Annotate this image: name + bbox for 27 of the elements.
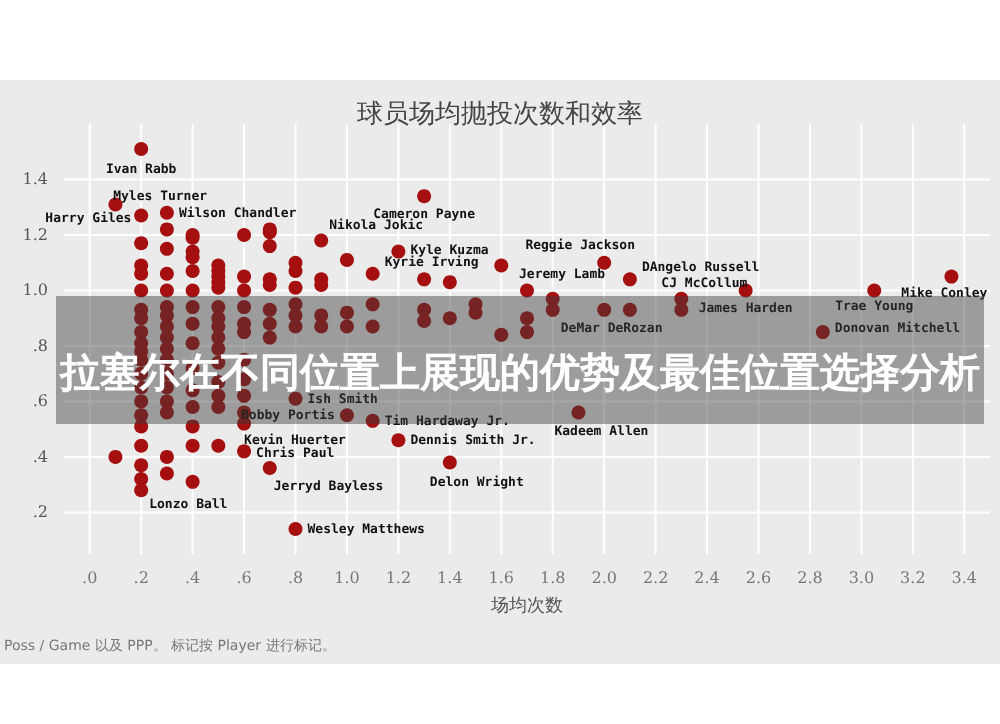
x-axis-title: 场均次数 (489, 595, 563, 617)
y-tick-label: 1.0 (22, 281, 48, 300)
x-tick-label: 3.0 (848, 569, 875, 587)
x-tick-label: 1.2 (385, 569, 412, 587)
x-tick-label: 1.8 (539, 569, 566, 587)
chart-title: 球员场均抛投次数和效率 (357, 98, 643, 130)
y-tick-label: .4 (32, 447, 48, 466)
x-tick-label: .2 (133, 569, 149, 587)
x-tick-label: .8 (287, 569, 304, 587)
x-tick-label: 2.8 (797, 569, 823, 587)
y-tick-label: .8 (32, 336, 48, 355)
x-tick-label: .0 (82, 569, 98, 587)
x-tick-label: 2.0 (591, 569, 617, 587)
x-tick-label: 2.2 (642, 569, 669, 587)
y-tick-label: 1.4 (22, 170, 48, 189)
x-tick-label: .4 (184, 569, 201, 587)
x-tick-label: 3.2 (900, 569, 926, 587)
x-tick-label: 1.4 (437, 569, 463, 587)
y-tick-label: .2 (32, 503, 48, 522)
x-tick-label: 1.6 (488, 569, 515, 587)
x-tick-label: 3.4 (951, 569, 978, 587)
y-tick-label: 1.2 (22, 225, 48, 244)
x-tick-label: .6 (236, 569, 252, 587)
x-tick-label: 2.4 (694, 569, 720, 587)
y-tick-label: .6 (32, 392, 48, 411)
x-tick-label: 1.0 (334, 569, 360, 587)
x-tick-label: 2.6 (745, 569, 772, 587)
